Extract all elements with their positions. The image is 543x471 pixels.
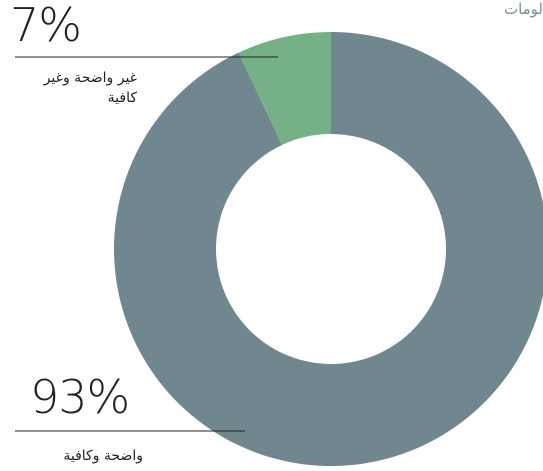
donut-slice	[114, 32, 543, 466]
chart-title: لومات	[503, 0, 543, 18]
category-label: واضحة وكافية	[63, 448, 143, 464]
category-label: غير واضحة وغير كافية	[43, 70, 137, 106]
value-label: 93%	[30, 370, 130, 424]
donut-slice	[238, 32, 331, 145]
value-label: 7%	[10, 0, 82, 52]
